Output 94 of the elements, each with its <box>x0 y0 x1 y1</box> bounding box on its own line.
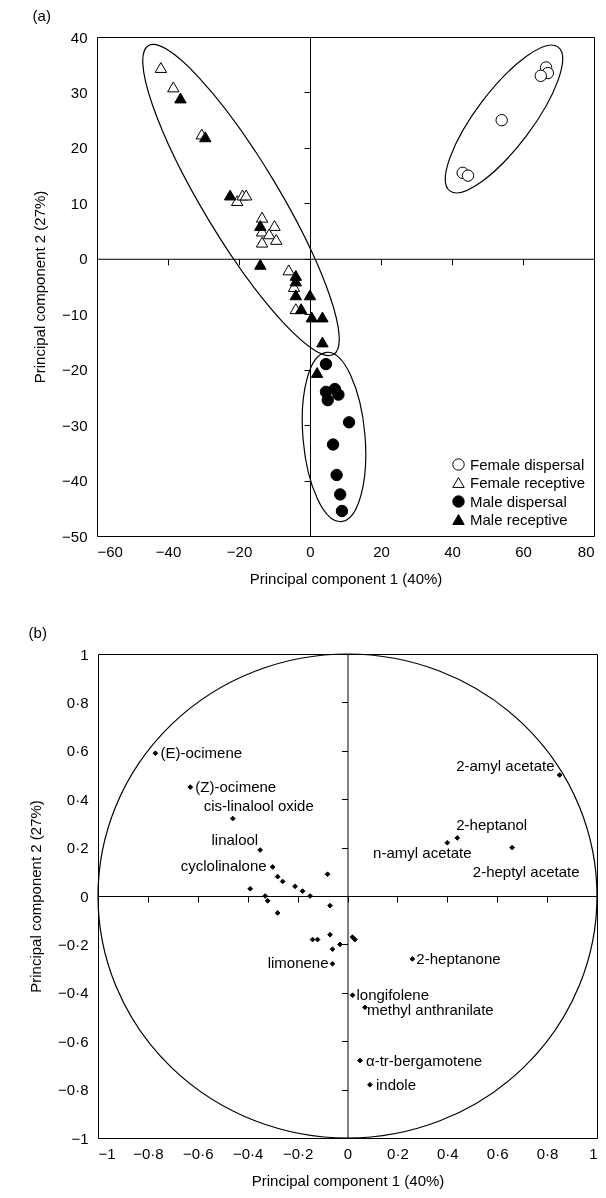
point <box>324 871 331 878</box>
y-tick-label: −50 <box>62 527 88 545</box>
x-tick-label: 40 <box>444 542 461 560</box>
x-tick-label: 60 <box>515 542 532 560</box>
point <box>262 893 269 899</box>
annotation: 2-heptanone <box>416 949 501 967</box>
x-tick-label: 0 <box>306 542 315 560</box>
y-tick-label: 10 <box>70 194 88 212</box>
point <box>299 888 306 895</box>
x-tick-label: 0·6 <box>486 1144 509 1162</box>
legend-label: Male dispersal <box>470 492 567 510</box>
y-tick-label: −0·6 <box>58 1032 89 1050</box>
x-tick-label: −40 <box>155 542 182 560</box>
point <box>307 893 313 899</box>
y-tick-label: −40 <box>62 472 88 490</box>
x-tick-label: 0 <box>343 1144 353 1162</box>
point <box>367 1081 373 1088</box>
point <box>329 946 336 953</box>
point <box>349 992 356 999</box>
x-axis-title: Principal component 1 (40%) <box>249 569 443 587</box>
annotation: α-tr-bergamotene <box>365 1051 483 1069</box>
point <box>309 936 316 943</box>
y-tick-label: 0 <box>80 887 89 905</box>
point <box>327 902 333 909</box>
point <box>247 885 254 892</box>
y-tick-label: −10 <box>62 305 88 323</box>
point <box>337 941 343 948</box>
point <box>229 815 236 822</box>
y-tick-label: −20 <box>62 361 88 379</box>
y-tick-label: 0·2 <box>66 839 89 857</box>
annotation: longifolene <box>356 986 430 1004</box>
point <box>279 878 286 885</box>
y-axis-title: Principal component 2 (27%) <box>31 190 49 384</box>
legend-label: Male receptive <box>470 510 568 528</box>
annotation: limonene <box>267 953 329 971</box>
y-tick-label: 0·6 <box>66 742 89 760</box>
annotation: 2-heptanol <box>456 815 528 833</box>
y-tick-label: 0 <box>79 250 88 268</box>
y-tick-label: −1 <box>71 1129 89 1147</box>
point <box>152 750 159 757</box>
y-tick-label: −30 <box>62 416 88 434</box>
annotation: indole <box>375 1075 416 1093</box>
x-tick-label: −0·8 <box>133 1144 164 1162</box>
annotation: (Z)-ocimene <box>195 778 277 796</box>
x-axis-title: Principal component 1 (40%) <box>251 1171 445 1189</box>
point <box>329 960 336 967</box>
x-tick-label: −0·2 <box>282 1144 314 1162</box>
point <box>556 772 563 778</box>
point <box>314 936 321 943</box>
point <box>264 897 271 904</box>
x-tick-label: −1 <box>98 1144 116 1162</box>
annotation: (E)-ocimene <box>160 744 243 762</box>
x-tick-label: 0·8 <box>536 1144 559 1162</box>
annotation: linalool <box>211 831 259 849</box>
chart-title: (b) <box>28 624 47 641</box>
y-tick-label: 30 <box>70 83 88 101</box>
annotation: n-amyl acetate <box>373 843 472 861</box>
chart-title: (a) <box>32 7 51 24</box>
x-tick-label: 0·2 <box>387 1144 409 1162</box>
x-tick-label: −60 <box>97 542 123 560</box>
point <box>409 956 416 962</box>
y-tick-label: −0·2 <box>58 935 89 953</box>
point <box>292 883 298 890</box>
legend-label: Female receptive <box>470 473 586 491</box>
y-tick-label: −0·8 <box>58 1081 89 1099</box>
point <box>187 784 194 790</box>
y-tick-label: 1 <box>80 645 89 663</box>
annotation: cyclolinalone <box>180 856 267 874</box>
y-tick-label: −0·4 <box>58 984 89 1002</box>
point <box>274 910 281 916</box>
y-tick-label: 0·4 <box>66 790 89 808</box>
y-tick-label: 40 <box>70 28 88 46</box>
x-tick-label: −20 <box>226 542 253 560</box>
y-tick-label: 0·8 <box>66 693 89 711</box>
annotation: 2-heptyl acetate <box>472 862 580 880</box>
x-tick-label: −0·6 <box>183 1144 214 1162</box>
x-tick-label: 1 <box>589 1144 598 1162</box>
x-tick-label: −0·4 <box>232 1144 264 1162</box>
annotation: cis-linalool oxide <box>203 796 314 814</box>
x-tick-label: 0·4 <box>436 1144 459 1162</box>
x-tick-label: 80 <box>577 542 595 560</box>
point <box>444 839 451 846</box>
point <box>269 864 276 870</box>
annotation: 2-amyl acetate <box>456 757 555 774</box>
point <box>327 931 333 938</box>
legend-label: Female dispersal <box>470 455 585 473</box>
point <box>257 847 264 853</box>
point <box>509 844 516 851</box>
point <box>357 1057 363 1064</box>
y-tick-label: 20 <box>70 139 88 157</box>
x-tick-label: 20 <box>373 542 390 560</box>
point <box>274 873 281 880</box>
y-axis-title: Principal component 2 (27%) <box>27 800 45 993</box>
point <box>454 835 461 841</box>
